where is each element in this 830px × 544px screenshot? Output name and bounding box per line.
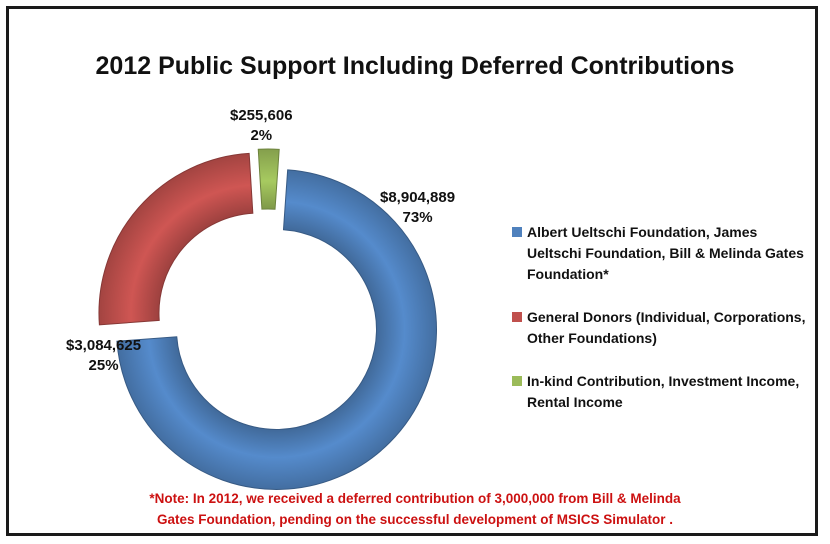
legend-label: In-kind Contribution, Investment Income,…	[527, 373, 800, 410]
legend-label: General Donors (Individual, Corporations…	[527, 309, 806, 346]
data-label-percent: 25%	[88, 357, 119, 374]
data-label-percent: 73%	[402, 209, 433, 226]
data-label-value: $8,904,889	[380, 189, 456, 206]
data-label-percent: 2%	[250, 127, 273, 144]
legend-swatch	[512, 376, 522, 386]
doughnut-slice-2	[257, 148, 280, 210]
footnote-line-1: *Note: In 2012, we received a deferred c…	[149, 491, 681, 506]
footnote: *Note: In 2012, we received a deferred c…	[0, 488, 830, 530]
footnote-line-2: Gates Foundation, pending on the success…	[156, 512, 674, 527]
legend-swatch	[512, 227, 522, 237]
data-label-slice-0: $8,904,889 73%	[380, 188, 455, 228]
legend-item: In-kind Contribution, Investment Income,…	[512, 371, 812, 413]
legend-label: Albert Ueltschi Foundation, James Ueltsc…	[527, 224, 804, 282]
doughnut-slice-1	[98, 152, 254, 326]
chart-legend: Albert Ueltschi Foundation, James Ueltsc…	[512, 222, 812, 435]
doughnut-slice-0	[116, 169, 438, 490]
legend-item: Albert Ueltschi Foundation, James Ueltsc…	[512, 222, 812, 285]
data-label-slice-2: $255,606 2%	[230, 106, 293, 146]
data-label-slice-1: $3,084,625 25%	[66, 336, 141, 376]
legend-item: General Donors (Individual, Corporations…	[512, 307, 812, 349]
data-label-value: $255,606	[230, 107, 293, 124]
chart-title: 2012 Public Support Including Deferred C…	[95, 52, 735, 80]
data-label-value: $3,084,625	[66, 337, 142, 354]
legend-swatch	[512, 312, 522, 322]
